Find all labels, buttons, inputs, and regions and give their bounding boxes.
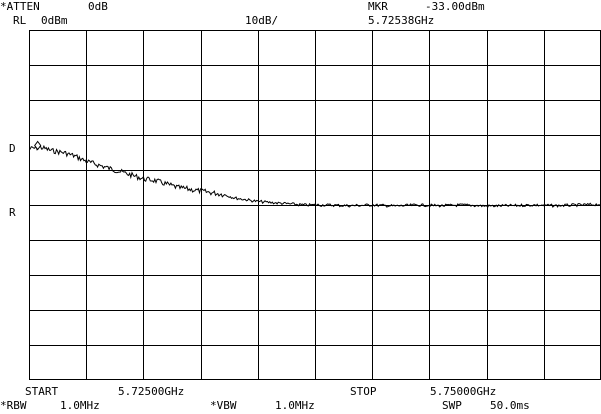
display-line-label: D (9, 142, 16, 155)
ref-level-label: RL (13, 14, 27, 27)
marker-label: MKR (368, 0, 388, 13)
sweep-time: 50.0ms (490, 399, 530, 412)
stop-frequency: 5.75000GHz (430, 385, 497, 398)
marker-group (34, 140, 42, 151)
vbw-label: *VBW (210, 399, 237, 412)
marker-diamond (34, 140, 42, 151)
sweep-label: SWP (442, 399, 462, 412)
start-frequency: 5.72500GHz (118, 385, 185, 398)
rbw-value: 1.0MHz (60, 399, 100, 412)
atten-label: *ATTEN (0, 0, 40, 13)
atten-value: 0dB (88, 0, 108, 13)
ref-level-value: 0dBm (41, 14, 68, 27)
rbw-label: *RBW (0, 399, 27, 412)
vbw-value: 1.0MHz (275, 399, 315, 412)
marker-frequency: 5.72538GHz (368, 14, 435, 27)
trace-group (28, 144, 601, 208)
scale-per-division: 10dB/ (245, 14, 279, 27)
start-label: START (25, 385, 59, 398)
marker-amplitude: -33.00dBm (425, 0, 485, 13)
reference-line-label: R (9, 206, 16, 219)
stop-label: STOP (350, 385, 377, 398)
spectrum-trace (28, 144, 601, 208)
graticule (29, 30, 601, 380)
